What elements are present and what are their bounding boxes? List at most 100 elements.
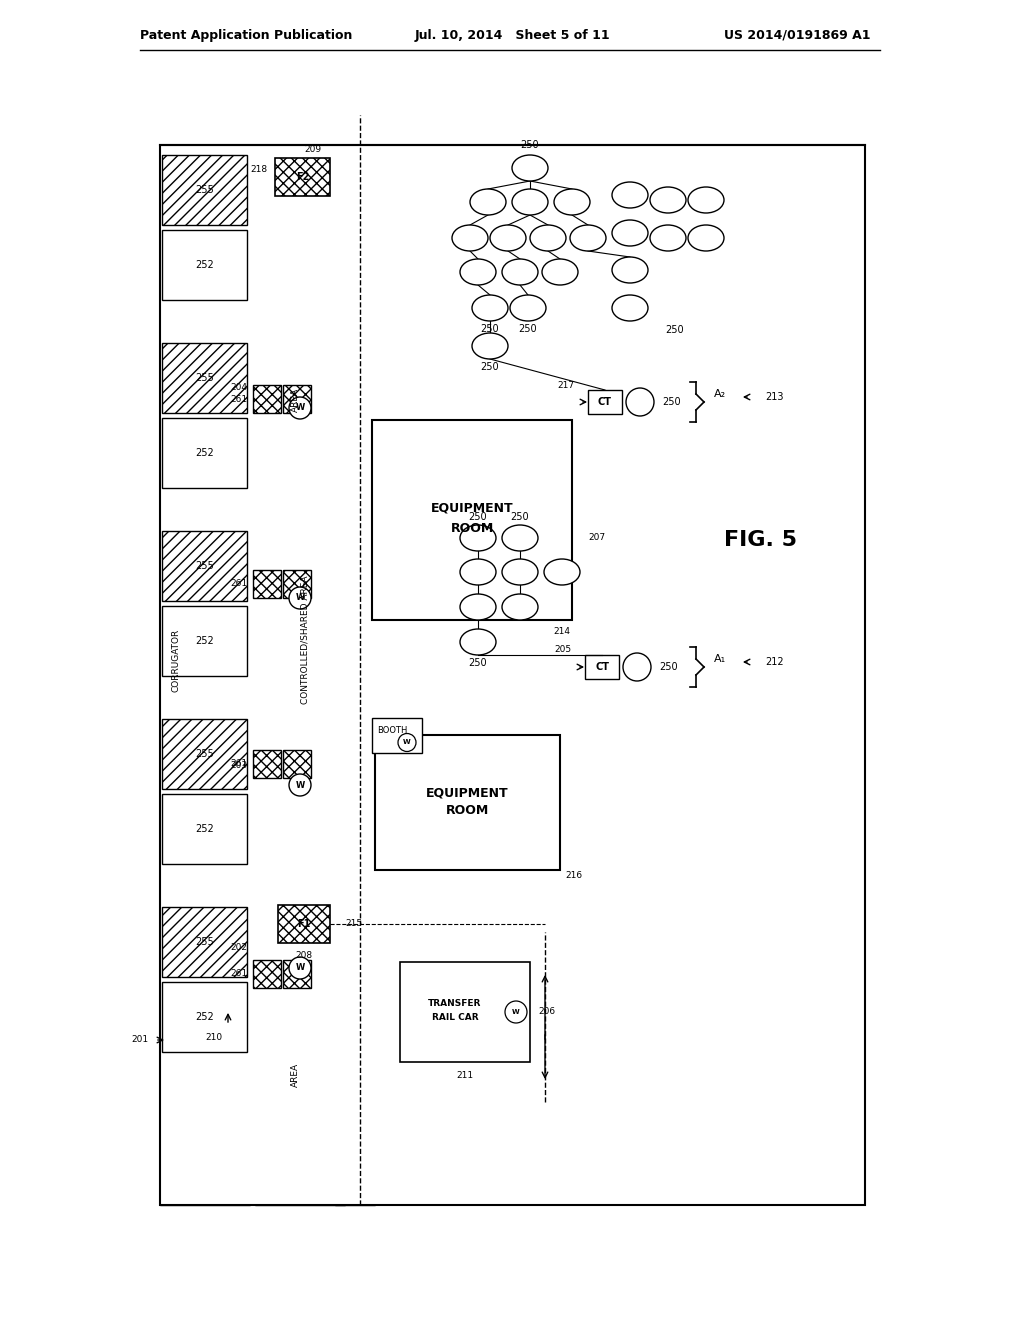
Text: A₁: A₁	[714, 653, 726, 664]
Bar	[372, 718, 422, 752]
Bar	[160, 1090, 250, 1205]
Text: CT: CT	[598, 397, 612, 407]
Ellipse shape	[452, 224, 488, 251]
Text: BOOTH: BOOTH	[377, 726, 408, 735]
Text: 201: 201	[131, 1035, 148, 1044]
Text: 250: 250	[469, 657, 487, 668]
Bar	[162, 606, 247, 676]
Ellipse shape	[650, 187, 686, 213]
Bar	[162, 154, 247, 224]
Text: 250: 250	[519, 323, 538, 334]
Bar	[253, 960, 281, 987]
Text: 261: 261	[229, 969, 247, 978]
Ellipse shape	[502, 558, 538, 585]
Text: 255: 255	[196, 561, 214, 572]
Circle shape	[505, 1001, 527, 1023]
Bar	[162, 418, 247, 488]
Bar	[585, 655, 618, 678]
Text: 261: 261	[229, 759, 247, 768]
Text: 252: 252	[196, 447, 214, 458]
Text: 261: 261	[229, 395, 247, 404]
Text: W: W	[295, 964, 304, 973]
Bar	[162, 982, 247, 1052]
Bar	[283, 750, 311, 777]
Bar	[400, 962, 530, 1063]
Bar	[253, 385, 281, 413]
Text: CORRUGATOR: CORRUGATOR	[171, 628, 180, 692]
Text: 255: 255	[196, 185, 214, 195]
Ellipse shape	[512, 154, 548, 181]
Ellipse shape	[510, 294, 546, 321]
Bar	[275, 158, 330, 195]
Text: 250: 250	[511, 512, 529, 521]
Text: 205: 205	[554, 645, 571, 655]
Circle shape	[289, 587, 311, 609]
Text: EQUIPMENT: EQUIPMENT	[431, 502, 513, 515]
Bar	[255, 145, 345, 1205]
Ellipse shape	[612, 294, 648, 321]
Bar	[283, 385, 311, 413]
Text: 252: 252	[196, 260, 214, 271]
Text: TRANSFER: TRANSFER	[428, 999, 481, 1008]
Bar	[278, 906, 330, 942]
Ellipse shape	[502, 259, 538, 285]
Text: 250: 250	[480, 323, 500, 334]
Text: 250: 250	[520, 140, 540, 150]
Ellipse shape	[502, 525, 538, 550]
Text: 207: 207	[588, 533, 605, 543]
Bar	[375, 735, 560, 870]
Text: A₂: A₂	[714, 389, 726, 399]
Bar	[283, 570, 311, 598]
Text: 255: 255	[196, 937, 214, 946]
Text: W: W	[295, 780, 304, 789]
Text: FIG. 5: FIG. 5	[724, 531, 797, 550]
Text: 206: 206	[538, 1007, 555, 1016]
Text: F2: F2	[296, 172, 309, 182]
Bar	[335, 1005, 375, 1205]
Ellipse shape	[650, 224, 686, 251]
Text: 250: 250	[666, 325, 684, 335]
Ellipse shape	[460, 525, 496, 550]
Text: 208: 208	[296, 950, 312, 960]
Text: AREA: AREA	[291, 1063, 299, 1088]
Text: ROOM: ROOM	[445, 804, 489, 817]
Bar	[253, 570, 281, 598]
Text: 250: 250	[662, 397, 681, 407]
Circle shape	[623, 653, 651, 681]
Text: 209: 209	[304, 145, 322, 154]
Circle shape	[289, 957, 311, 979]
Text: 250: 250	[480, 362, 500, 372]
Ellipse shape	[472, 294, 508, 321]
Text: Patent Application Publication: Patent Application Publication	[140, 29, 352, 41]
Bar	[253, 750, 281, 777]
Circle shape	[398, 734, 416, 751]
Text: 203: 203	[229, 760, 247, 770]
Bar	[162, 907, 247, 977]
Bar	[283, 960, 311, 987]
Ellipse shape	[490, 224, 526, 251]
Text: CT: CT	[595, 663, 609, 672]
Ellipse shape	[612, 220, 648, 246]
Text: CONTROLLED/SHARED AREA: CONTROLLED/SHARED AREA	[300, 576, 309, 705]
Bar	[162, 343, 247, 413]
Bar	[372, 420, 572, 620]
Ellipse shape	[460, 594, 496, 620]
Text: Jul. 10, 2014   Sheet 5 of 11: Jul. 10, 2014 Sheet 5 of 11	[414, 29, 610, 41]
Text: 255: 255	[196, 748, 214, 759]
Text: W: W	[295, 404, 304, 412]
Ellipse shape	[502, 594, 538, 620]
Ellipse shape	[612, 182, 648, 209]
Text: 213: 213	[765, 392, 783, 403]
Ellipse shape	[460, 259, 496, 285]
Text: 217: 217	[557, 380, 574, 389]
Ellipse shape	[530, 224, 566, 251]
Bar	[162, 531, 247, 601]
Text: 211: 211	[457, 1072, 473, 1081]
Text: 204: 204	[230, 384, 247, 392]
Text: EQUIPMENT: EQUIPMENT	[426, 785, 509, 799]
Ellipse shape	[460, 630, 496, 655]
Text: 210: 210	[205, 1034, 222, 1043]
Text: 212: 212	[765, 657, 783, 667]
Ellipse shape	[542, 259, 578, 285]
Bar	[162, 795, 247, 865]
